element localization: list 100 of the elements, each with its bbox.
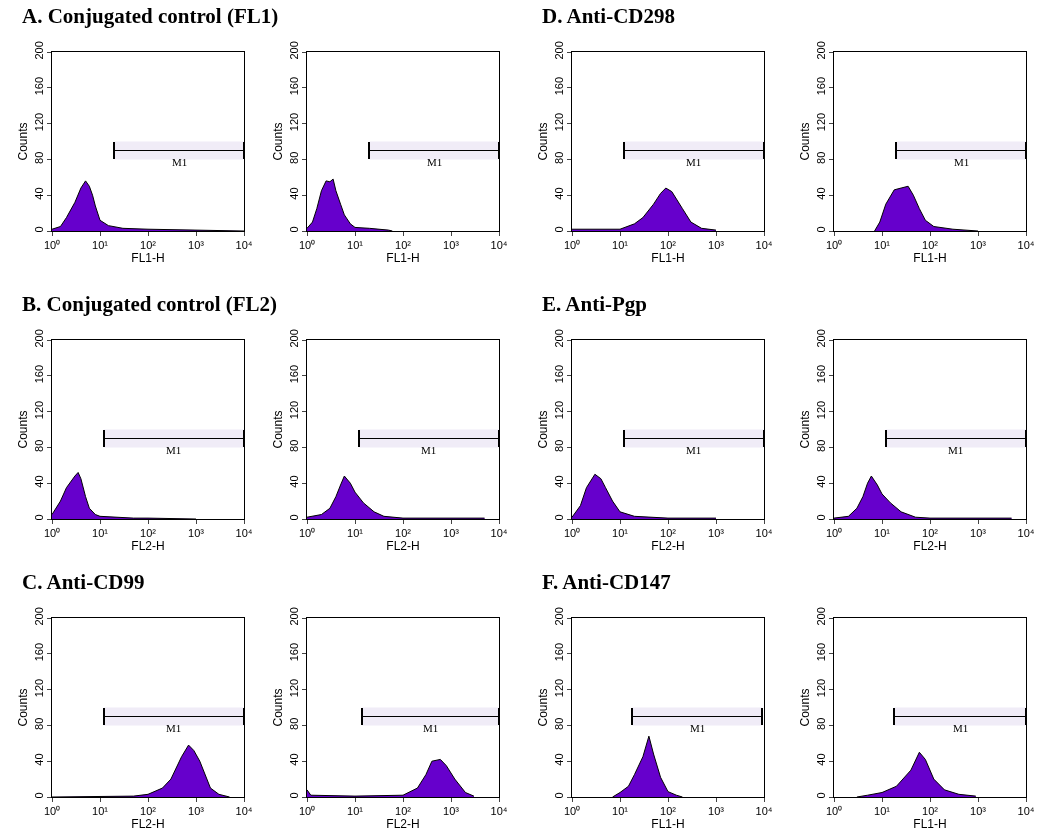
y-tick-label: 80 [32,439,45,452]
x-tick-label: 10³ [188,527,205,540]
band-label: M1 [954,156,970,168]
x-tick-label: 10⁴ [755,527,773,540]
y-axis-title: Counts [797,122,812,161]
y-tick-label: 160 [32,364,45,384]
y-tick-label: 40 [287,753,300,766]
x-tick-label: 10² [660,239,677,252]
x-tick-label: 10⁰ [825,805,843,818]
y-tick-label: 200 [32,41,45,60]
chart-title: C. Anti-CD99 [22,570,145,595]
x-tick-label: 10⁴ [755,239,773,252]
x-tick-label: 10⁰ [825,527,843,540]
y-axis-title: Counts [535,122,550,161]
y-tick-label: 0 [552,514,565,521]
band-label: M1 [686,156,702,168]
y-tick-label: 160 [32,76,45,96]
x-axis-title: FL2-H [913,539,947,554]
x-tick-label: 10² [140,527,157,540]
y-tick-label: 80 [287,151,300,164]
y-tick-label: 40 [552,753,565,766]
y-tick-label: 120 [32,678,45,698]
y-tick-label: 160 [32,642,45,662]
x-tick-label: 10¹ [92,239,109,252]
y-tick-label: 40 [552,475,565,488]
y-axis-title: Counts [15,122,30,161]
y-tick-label: 200 [814,329,827,348]
x-axis-title: FL1-H [651,251,685,266]
x-tick-label: 10⁴ [490,805,508,818]
x-tick-label: 10¹ [612,239,629,252]
y-tick-label: 40 [552,187,565,200]
chart-title: E. Anti-Pgp [542,292,648,317]
y-tick-label: 200 [552,329,565,348]
y-tick-label: 120 [814,678,827,698]
x-tick-label: 10¹ [874,239,891,252]
x-tick-label: 10⁴ [235,239,253,252]
x-tick-label: 10³ [708,805,725,818]
y-tick-label: 40 [32,187,45,200]
y-tick-label: 120 [287,678,300,698]
y-tick-label: 0 [814,514,827,521]
y-tick-label: 120 [32,112,45,132]
x-tick-label: 10⁰ [43,527,61,540]
x-tick-label: 10³ [970,527,987,540]
y-tick-label: 200 [287,607,300,626]
x-tick-label: 10¹ [92,527,109,540]
y-tick-label: 40 [287,475,300,488]
x-tick-label: 10² [660,527,677,540]
y-tick-label: 0 [814,226,827,233]
band-label: M1 [953,722,969,734]
x-tick-label: 10¹ [874,527,891,540]
x-axis-title: FL1-H [131,251,165,266]
x-axis-title: FL1-H [386,251,420,266]
y-tick-label: 120 [32,400,45,420]
x-tick-label: 10³ [188,805,205,818]
y-tick-label: 200 [32,607,45,626]
x-tick-label: 10³ [443,527,460,540]
chart-title: B. Conjugated control (FL2) [22,292,278,317]
x-tick-label: 10¹ [92,805,109,818]
x-tick-label: 10¹ [612,527,629,540]
x-tick-label: 10³ [188,239,205,252]
x-tick-label: 10² [395,805,412,818]
y-axis-title: Counts [797,410,812,449]
x-tick-label: 10¹ [347,239,364,252]
x-axis-title: FL2-H [386,817,420,832]
y-tick-label: 0 [32,226,45,233]
band-label: M1 [948,444,964,456]
y-tick-label: 80 [552,439,565,452]
y-tick-label: 80 [32,717,45,730]
x-tick-label: 10⁴ [1017,239,1035,252]
x-tick-label: 10¹ [347,805,364,818]
x-tick-label: 10³ [970,805,987,818]
y-tick-label: 0 [32,792,45,799]
band-label: M1 [686,444,702,456]
y-tick-label: 0 [814,792,827,799]
x-tick-label: 10⁰ [298,527,316,540]
band-label: M1 [421,444,437,456]
y-tick-label: 120 [287,112,300,132]
x-tick-label: 10² [140,239,157,252]
y-axis-title: Counts [535,688,550,727]
x-tick-label: 10⁰ [563,239,581,252]
y-tick-label: 40 [287,187,300,200]
x-tick-label: 10⁰ [298,805,316,818]
x-tick-label: 10² [922,527,939,540]
y-tick-label: 200 [287,41,300,60]
y-tick-label: 200 [287,329,300,348]
y-axis-title: Counts [15,688,30,727]
y-tick-label: 200 [32,329,45,348]
y-tick-label: 120 [552,678,565,698]
y-axis-title: Counts [797,688,812,727]
y-tick-label: 80 [814,151,827,164]
y-tick-label: 200 [814,41,827,60]
y-tick-label: 200 [552,41,565,60]
y-tick-label: 160 [814,642,827,662]
band-label: M1 [423,722,439,734]
x-tick-label: 10³ [970,239,987,252]
x-tick-label: 10² [140,805,157,818]
y-tick-label: 0 [552,792,565,799]
x-tick-label: 10³ [708,239,725,252]
y-axis-title: Counts [270,688,285,727]
y-tick-label: 160 [287,364,300,384]
